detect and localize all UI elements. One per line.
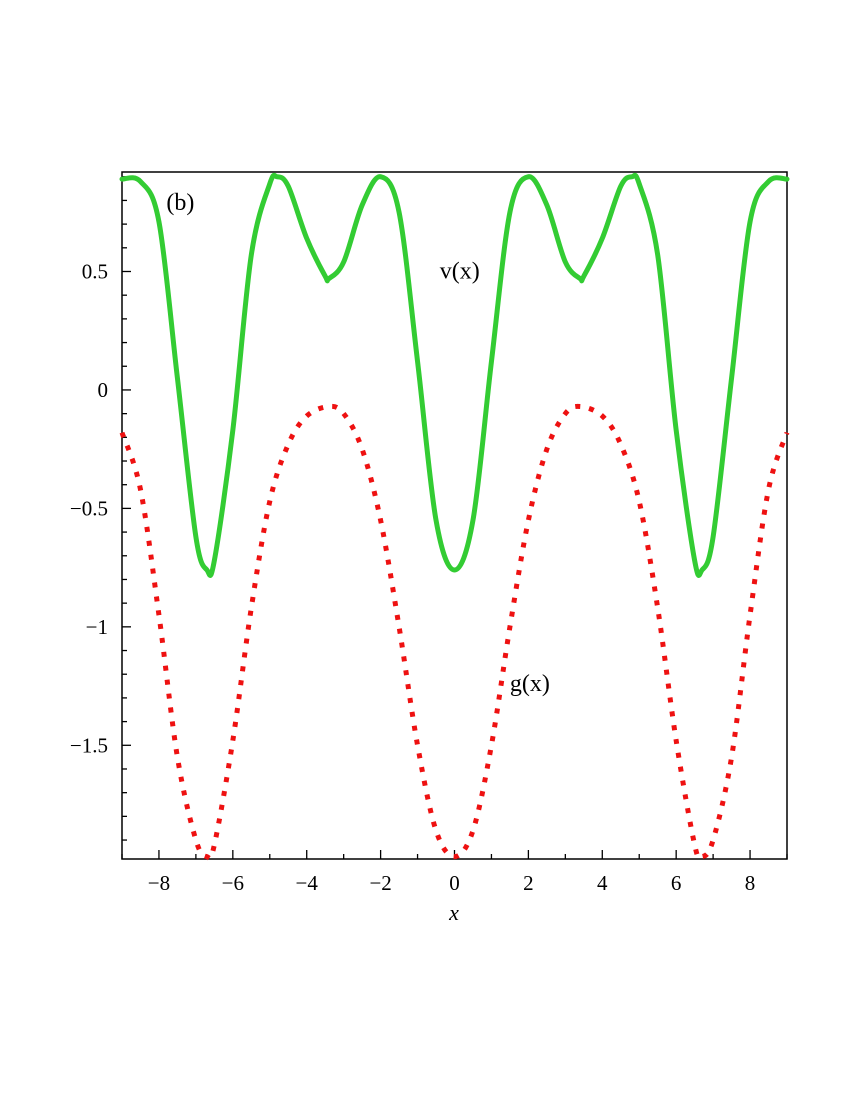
x-tick-label: −2 bbox=[369, 871, 391, 895]
x-ticks: −8 −6 −4 −2 0 2 4 6 8 bbox=[121, 850, 788, 895]
y-tick-label: 0 bbox=[98, 378, 109, 402]
x-tick-label: 2 bbox=[523, 871, 534, 895]
y-tick-label: −0.5 bbox=[70, 496, 108, 520]
series-gx-line bbox=[119, 403, 790, 861]
x-axis-title: x bbox=[448, 900, 459, 925]
annotation-layer: (b) v(x) g(x) bbox=[166, 190, 550, 697]
annotation-label: (b) bbox=[166, 190, 194, 216]
x-tick-label: −6 bbox=[222, 871, 244, 895]
series-vx-line bbox=[119, 172, 790, 578]
y-tick-label: −1 bbox=[86, 615, 108, 639]
x-tick-label: −4 bbox=[296, 871, 319, 895]
series-layer bbox=[119, 172, 790, 861]
annotation-label: g(x) bbox=[510, 671, 550, 697]
x-tick-label: 6 bbox=[671, 871, 682, 895]
y-tick-label: 0.5 bbox=[82, 259, 108, 283]
y-tick-label: −1.5 bbox=[70, 733, 108, 757]
x-tick-label: 8 bbox=[745, 871, 756, 895]
x-tick-label: 0 bbox=[449, 871, 460, 895]
y-ticks: 0.5 0 −0.5 −1 −1.5 bbox=[70, 176, 131, 841]
x-tick-label: 4 bbox=[597, 871, 608, 895]
annotation-label: v(x) bbox=[440, 259, 480, 285]
x-tick-label: −8 bbox=[148, 871, 170, 895]
